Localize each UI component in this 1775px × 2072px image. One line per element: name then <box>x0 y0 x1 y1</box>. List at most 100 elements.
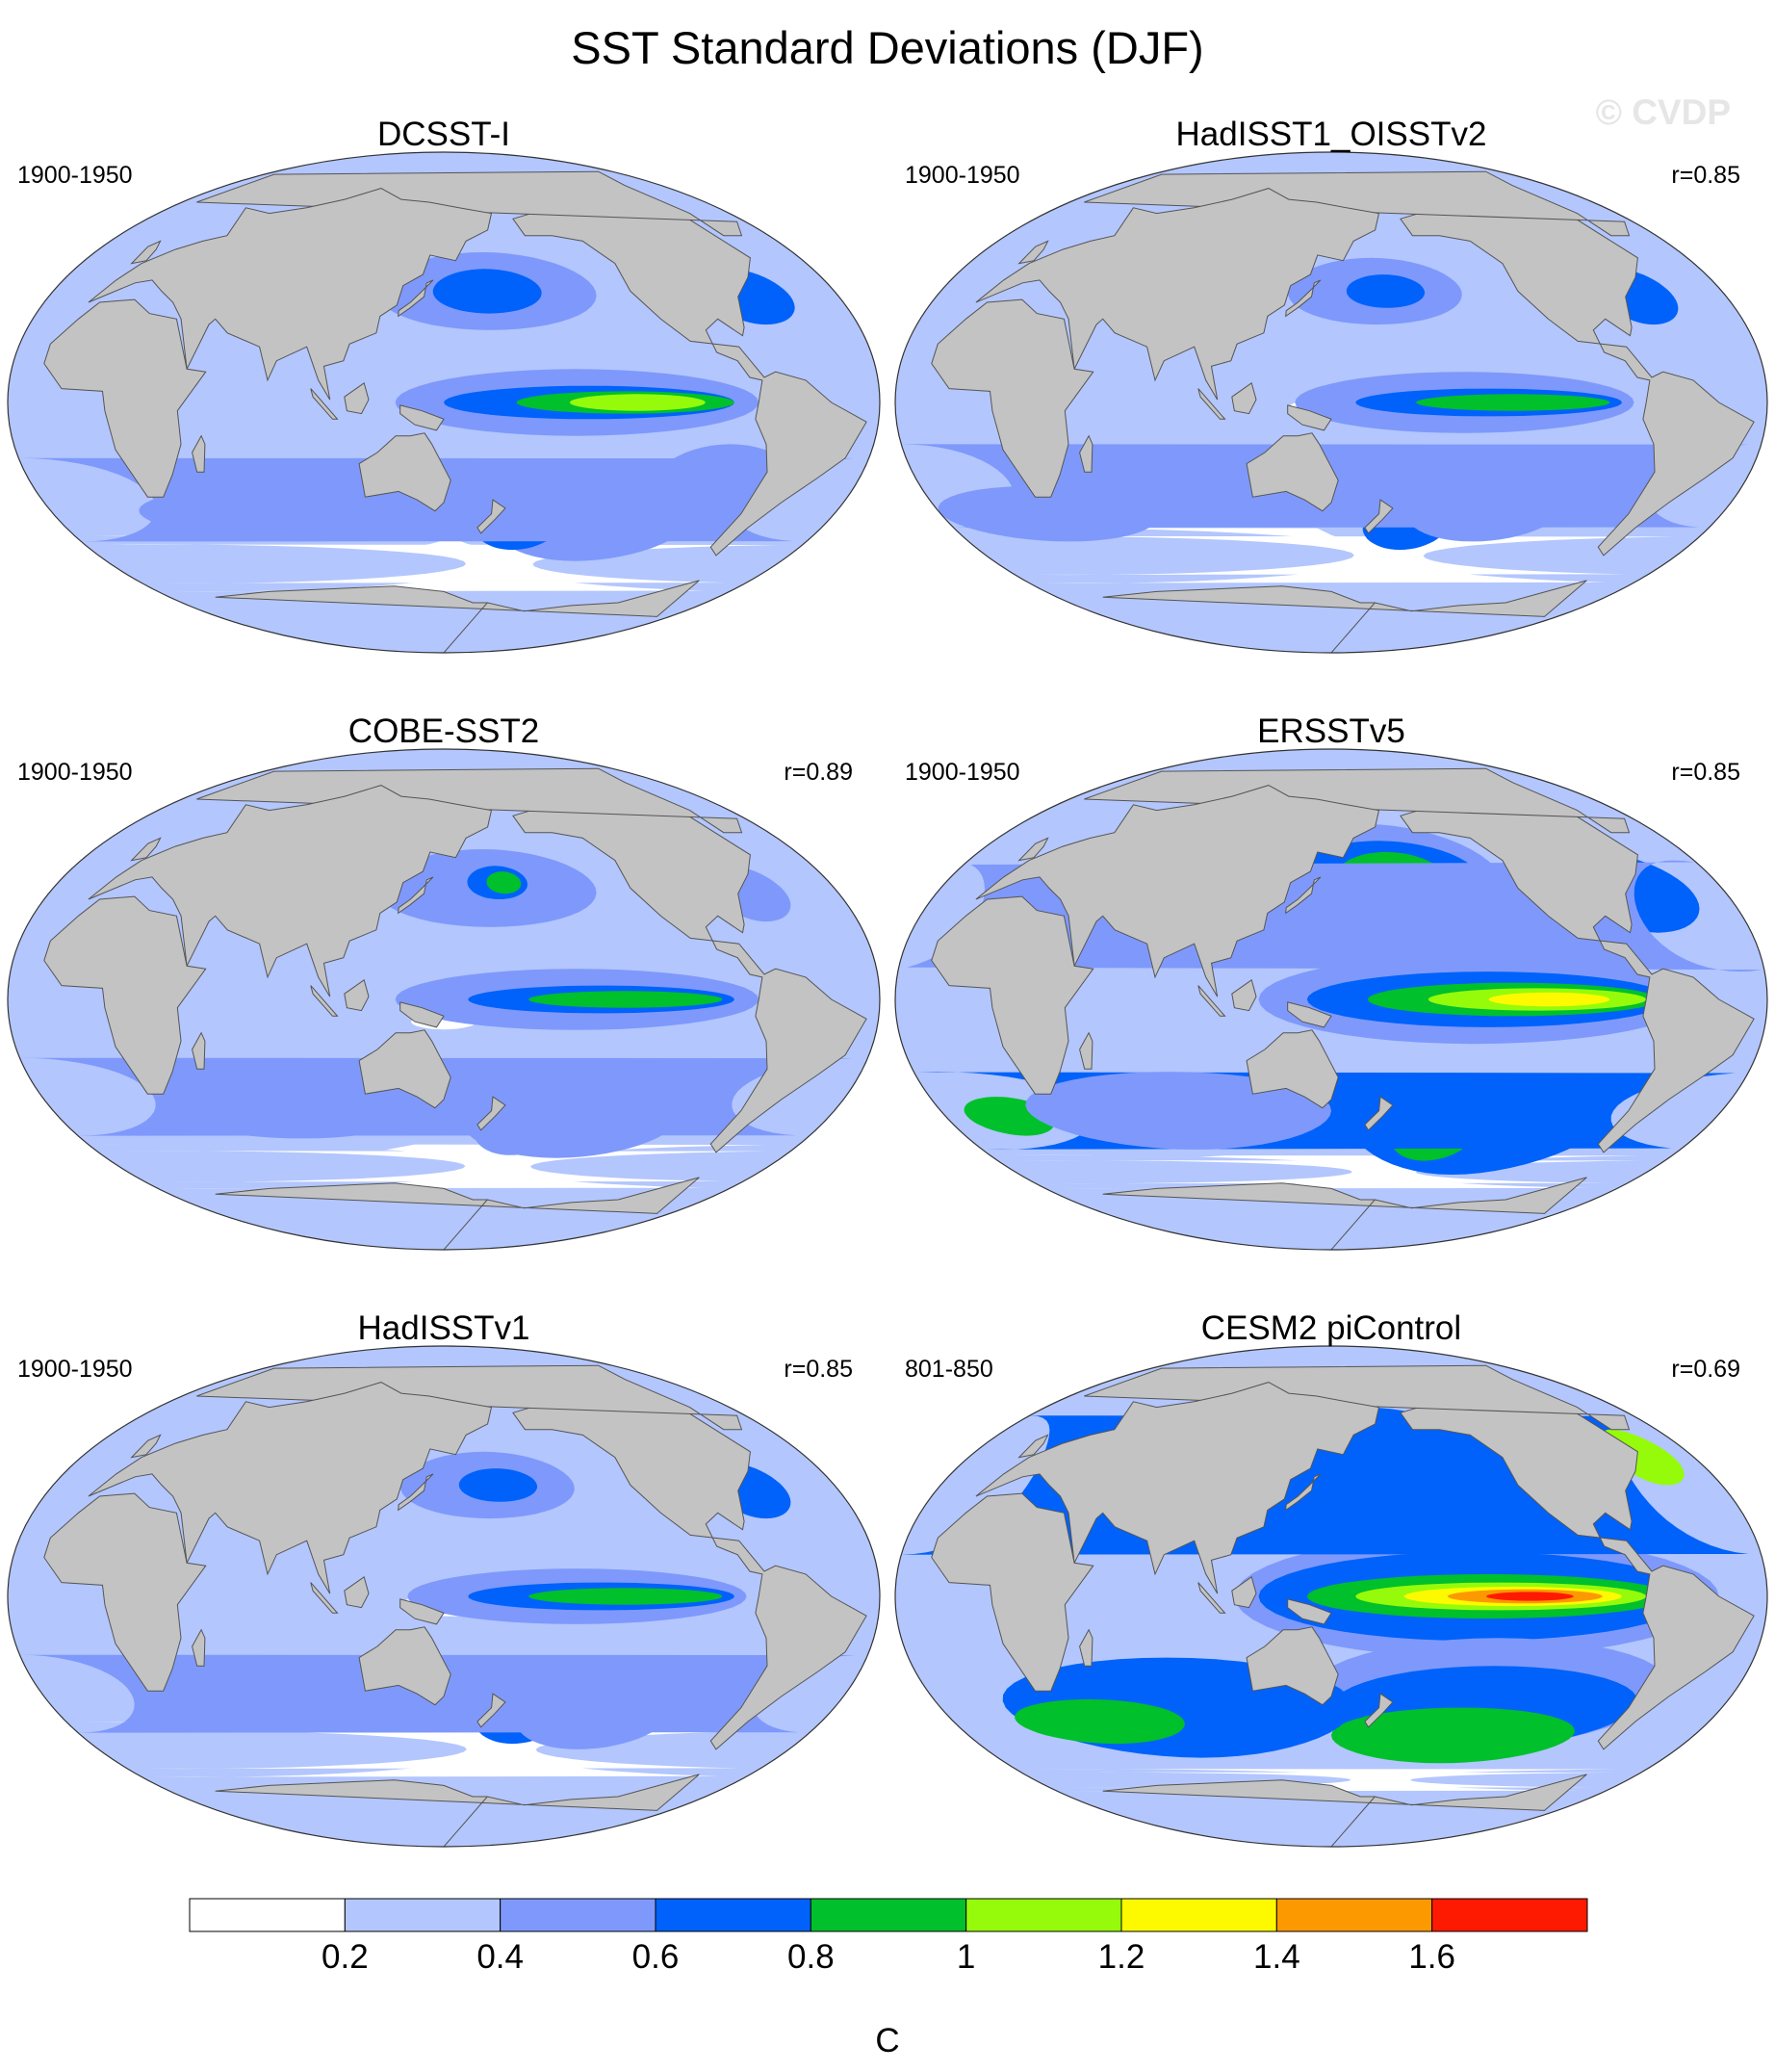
land-uk <box>1017 837 1049 862</box>
land-uk <box>130 837 162 862</box>
low-variability-region <box>114 1151 768 1182</box>
map-border <box>7 748 881 1251</box>
land-borneo <box>1231 1575 1257 1609</box>
land-greenland <box>196 170 743 237</box>
land-madagascar <box>192 1031 206 1070</box>
land-nz <box>476 1096 506 1131</box>
map-panel: HadISSTv1 1900-1950 r=0.85 <box>0 1309 888 1906</box>
land-japan <box>1285 876 1322 915</box>
cvdp-watermark: © CVDP <box>1595 92 1731 132</box>
panel-title: DCSST-I <box>376 116 511 153</box>
colorbar-swatch <box>344 1898 502 1932</box>
land-borneo <box>344 978 370 1012</box>
colorbar-tick-label: 0.6 <box>632 1938 680 1976</box>
colorbar-tick-label: 1.2 <box>1098 1938 1145 1976</box>
land-sumatra <box>1197 985 1226 1017</box>
map-border <box>894 151 1768 654</box>
land-antarctica <box>215 1774 700 1847</box>
land-sumatra <box>310 1582 339 1614</box>
colorbar-swatch <box>189 1898 346 1932</box>
variability-region <box>1346 274 1426 308</box>
low-variability-region <box>980 535 1676 576</box>
land-greenland <box>196 1364 743 1431</box>
colorbar-tick-label: 0.2 <box>322 1938 369 1976</box>
land-eurasia <box>88 1382 493 1594</box>
colorbar-swatch <box>500 1898 656 1932</box>
map-border <box>894 1345 1768 1848</box>
land-sumatra <box>1197 388 1226 420</box>
land-japan <box>398 279 434 318</box>
variability-region <box>139 485 445 542</box>
panel-correlation: r=0.85 <box>1671 162 1740 189</box>
variability-region <box>458 1468 538 1502</box>
panel-title: ERSSTv5 <box>1257 712 1405 750</box>
panel-title: HadISSTv1 <box>357 1309 530 1347</box>
land-africa <box>43 1492 207 1692</box>
variability-region <box>486 871 522 894</box>
panel-period: 801-850 <box>905 1356 993 1383</box>
variability-region <box>1015 1698 1185 1745</box>
land-eurasia <box>88 785 493 997</box>
colorbar-swatch <box>1275 1898 1433 1932</box>
panel-period: 1900-1950 <box>17 1356 133 1383</box>
land-greenland <box>196 767 743 834</box>
land-nz <box>1364 499 1394 534</box>
map-panel: HadISST1_OISSTv2 1900-1950 r=0.85 <box>888 116 1775 712</box>
land-africa <box>43 895 207 1095</box>
colorbar-swatch <box>1120 1898 1277 1932</box>
land-americas <box>512 775 867 1153</box>
map-border <box>894 748 1768 1251</box>
land-africa <box>931 298 1094 498</box>
land-sumatra <box>1197 1582 1226 1614</box>
land-antarctica <box>1102 1774 1587 1847</box>
land-uk <box>130 240 162 265</box>
variability-region <box>528 991 723 1008</box>
land-sumatra <box>310 985 339 1017</box>
land-uk <box>1017 1434 1049 1459</box>
land-madagascar <box>1079 1031 1093 1070</box>
robinson-map <box>7 151 881 654</box>
land-greenland <box>1084 1364 1631 1431</box>
map-panel: COBE-SST2 1900-1950 r=0.89 <box>0 712 888 1309</box>
land-eurasia <box>975 785 1380 997</box>
land-americas <box>512 178 867 557</box>
colorbar-swatch <box>655 1898 811 1932</box>
map-panel: ERSSTv5 1900-1950 r=0.85 <box>888 712 1775 1309</box>
map-border <box>7 151 881 654</box>
panel-period: 1900-1950 <box>905 759 1020 786</box>
low-variability-region <box>102 544 779 583</box>
land-eurasia <box>88 188 493 401</box>
map-panel: CESM2 piControl 801-850 r=0.69 <box>888 1309 1775 1906</box>
colorbar-tick-label: 1.6 <box>1408 1938 1455 1976</box>
panel-period: 1900-1950 <box>905 162 1020 189</box>
panel-correlation: r=0.69 <box>1671 1356 1740 1383</box>
land-borneo <box>344 381 370 415</box>
variability-region <box>1486 1592 1574 1601</box>
land-newguinea <box>1287 404 1332 431</box>
land-borneo <box>1231 381 1257 415</box>
land-madagascar <box>192 1628 206 1667</box>
land-japan <box>1285 279 1322 318</box>
land-nz <box>1364 1096 1394 1131</box>
land-americas <box>512 1372 867 1750</box>
variability-region <box>569 394 706 411</box>
land-africa <box>931 895 1094 1095</box>
panel-correlation: r=0.89 <box>784 759 853 786</box>
colorbar: 0.2 0.4 0.6 0.8 1 1.2 1.4 1.6 <box>189 1898 1588 1976</box>
land-madagascar <box>192 434 206 473</box>
robinson-map <box>894 151 1768 654</box>
land-eurasia <box>975 1382 1380 1594</box>
land-sumatra <box>310 388 339 420</box>
land-japan <box>398 1473 434 1512</box>
colorbar-swatch <box>1431 1898 1588 1932</box>
land-antarctica <box>215 1177 700 1250</box>
colorbar-tick-label: 1.4 <box>1253 1938 1300 1976</box>
map-border <box>7 1345 881 1848</box>
variability-region <box>1416 394 1610 411</box>
land-uk <box>130 1434 162 1459</box>
land-eurasia <box>975 188 1380 401</box>
land-newguinea <box>1287 1001 1332 1028</box>
land-antarctica <box>215 580 700 653</box>
land-japan <box>1285 1473 1322 1512</box>
figure-title: SST Standard Deviations (DJF) <box>571 22 1204 73</box>
